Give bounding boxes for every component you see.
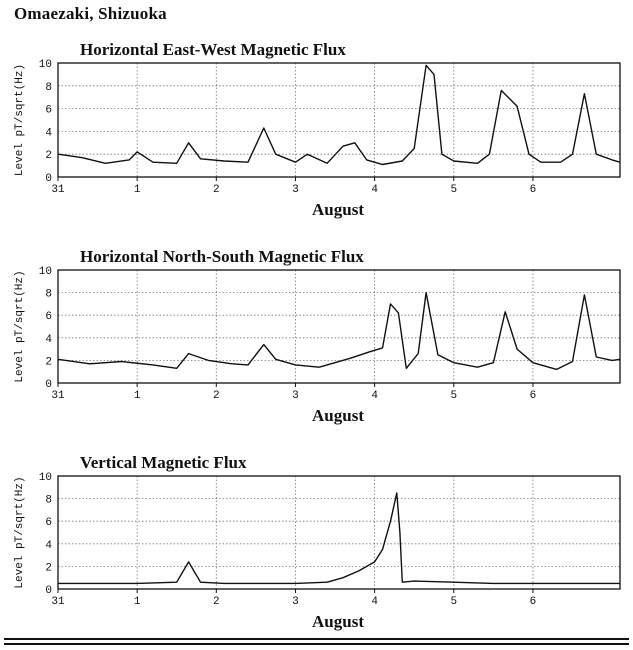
series-line: [57, 291, 621, 371]
y-tick-label: 8: [45, 289, 52, 301]
x-tick-label: 2: [213, 184, 220, 196]
y-tick-label: 0: [45, 379, 52, 391]
x-tick-label: 5: [450, 596, 457, 608]
x-tick-label: 1: [134, 596, 141, 608]
station-label: Omaezaki, Shizuoka: [14, 4, 167, 23]
x-tick-label: 4: [371, 596, 378, 608]
x-tick-label: 2: [213, 390, 220, 402]
series-line: [57, 64, 621, 166]
x-axis-label: August: [312, 200, 364, 219]
x-tick-label: 1: [134, 390, 141, 402]
x-tick-label: 4: [371, 390, 378, 402]
series-line: [58, 492, 620, 585]
x-tick-label: 1: [134, 184, 141, 196]
x-tick-label: 31: [51, 184, 65, 196]
plot-frame: [57, 62, 621, 178]
y-tick-label: 0: [45, 585, 52, 597]
y-tick-label: 8: [45, 495, 52, 507]
x-tick-label: 6: [530, 184, 537, 196]
y-tick-label: 4: [45, 334, 52, 346]
y-tick-label: 10: [39, 59, 52, 71]
y-axis-label: Level pT/sqrt(Hz): [14, 64, 26, 176]
y-tick-label: 10: [39, 266, 52, 278]
x-tick-label: 3: [292, 390, 299, 402]
x-tick-label: 5: [450, 390, 457, 402]
x-tick-label: 5: [450, 184, 457, 196]
chart-title: Horizontal North-South Magnetic Flux: [80, 247, 364, 266]
plot-frame: [57, 475, 621, 590]
y-tick-label: 6: [45, 105, 52, 117]
y-tick-label: 4: [45, 127, 52, 139]
x-tick-label: 3: [292, 596, 299, 608]
x-tick-label: 2: [213, 596, 220, 608]
footer-rule-top: [4, 638, 629, 640]
y-axis-label: Level pT/sqrt(Hz): [14, 270, 26, 382]
x-tick-label: 3: [292, 184, 299, 196]
y-tick-label: 6: [45, 517, 52, 529]
chart-title: Horizontal East-West Magnetic Flux: [80, 40, 346, 59]
y-tick-label: 2: [45, 562, 52, 574]
plot-frame: [57, 269, 621, 384]
footer-rule-bottom: [4, 643, 629, 645]
x-axis-label: August: [312, 406, 364, 425]
y-tick-label: 10: [39, 472, 52, 484]
y-tick-label: 2: [45, 356, 52, 368]
x-axis-label: August: [312, 612, 364, 631]
x-tick-label: 6: [530, 596, 537, 608]
x-tick-label: 4: [371, 184, 378, 196]
x-tick-label: 6: [530, 390, 537, 402]
y-tick-label: 2: [45, 150, 52, 162]
x-tick-label: 31: [51, 596, 65, 608]
y-tick-label: 0: [45, 173, 52, 185]
chart-title: Vertical Magnetic Flux: [80, 453, 247, 472]
y-tick-label: 4: [45, 540, 52, 552]
y-axis-label: Level pT/sqrt(Hz): [14, 476, 26, 588]
y-tick-label: 6: [45, 311, 52, 323]
y-tick-label: 8: [45, 82, 52, 94]
x-tick-label: 31: [51, 390, 65, 402]
